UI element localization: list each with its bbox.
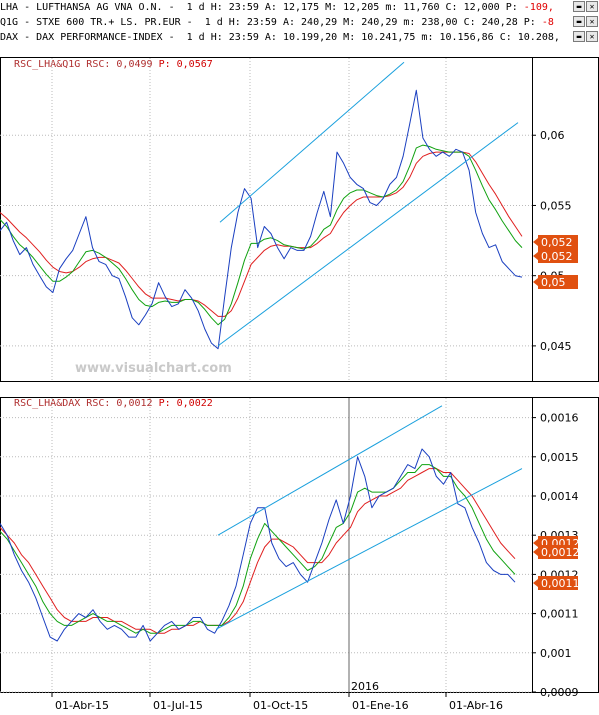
top-pane-p-label: P: <box>158 59 171 70</box>
channel-upper <box>217 405 443 536</box>
series-line-rsc <box>0 448 516 642</box>
price-badge-pointer <box>533 579 538 587</box>
y-tick-label: 0,0009 <box>540 686 579 699</box>
close-icon[interactable]: ✕ <box>586 1 598 12</box>
window-controls: ▬ ✕ <box>573 1 598 12</box>
header-row-q1g: Q1G - STXE 600 TR.+ LS. PR.EUR - 1 d H: … <box>0 15 599 30</box>
y-tick-label: 0,0011 <box>540 608 579 621</box>
price-badge <box>538 576 578 590</box>
header-row-change: -109, <box>523 2 554 13</box>
price-badge-pointer <box>533 278 538 286</box>
header-row-lha: LHA - LUFTHANSA AG VNA O.N. - 1 d H: 23:… <box>0 0 599 15</box>
price-badge-pointer <box>533 252 538 260</box>
price-badge-label: 0,052 <box>541 250 573 263</box>
bottom-pane-p-label: P: <box>158 398 171 409</box>
top-pane-value: 0,0499 <box>116 59 153 70</box>
bottom-pane-value: 0,0012 <box>116 398 153 409</box>
top-pane-p-value: 0,0567 <box>176 59 213 70</box>
y-tick-label: 0,055 <box>540 199 572 212</box>
y-tick-label: 0,0016 <box>540 412 579 425</box>
price-badge-label: 0,00118 <box>541 577 587 590</box>
bottom-pane-title: RSC_LHA&DAX RSC: 0,0012 P: 0,0022 <box>2 384 213 410</box>
price-badge <box>538 235 578 249</box>
pane-frame <box>0 57 599 382</box>
price-badge-pointer <box>533 548 538 556</box>
window-controls: ▬ ✕ <box>573 31 598 42</box>
y-tick-label: 0,045 <box>540 340 572 353</box>
year-label: 2016 <box>351 680 379 693</box>
header-row-change: -8 <box>541 17 554 28</box>
price-badge-label: 0,052 <box>541 236 573 249</box>
header-row-text: Q1G - STXE 600 TR.+ LS. PR.EUR - 1 d H: … <box>0 17 542 28</box>
price-badge-label: 0,00125 <box>541 546 587 559</box>
series-line-ma-slow <box>0 151 523 317</box>
price-badge-pointer <box>533 238 538 246</box>
x-tick-label: 01-Oct-15 <box>253 699 308 712</box>
y-tick-label: 0,06 <box>540 129 565 142</box>
y-tick-label: 0,0015 <box>540 451 579 464</box>
top-pane-title: RSC_LHA&Q1G RSC: 0,0499 P: 0,0567 <box>2 45 213 71</box>
bottom-chart-pane: 0,00090,0010,00110,00120,00130,00140,001… <box>0 397 599 712</box>
channel-lower <box>215 468 523 630</box>
header-row-text: DAX - DAX PERFORMANCE-INDEX - 1 d H: 23:… <box>0 32 560 43</box>
price-badge <box>538 275 578 289</box>
close-icon[interactable]: ✕ <box>586 31 598 42</box>
minimize-icon[interactable]: ▬ <box>573 1 585 12</box>
close-icon[interactable]: ✕ <box>586 16 598 27</box>
price-badge <box>538 545 578 559</box>
watermark: www.visualchart.com <box>75 361 232 376</box>
price-badge-pointer <box>533 539 538 547</box>
x-tick-label: 01-Abr-15 <box>55 699 109 712</box>
x-tick-label: 01-Jul-15 <box>153 699 203 712</box>
channel-lower <box>217 122 519 347</box>
y-tick-label: 0,001 <box>540 647 572 660</box>
y-tick-label: 0,0014 <box>540 490 579 503</box>
price-badge-label: 0,05 <box>541 276 566 289</box>
pane-frame <box>0 397 599 693</box>
series-line-ma-fast <box>0 144 523 326</box>
top-pane-name: RSC_LHA&Q1G RSC: <box>14 59 111 70</box>
bottom-pane-name: RSC_LHA&DAX RSC: <box>14 398 111 409</box>
channel-upper <box>219 61 405 223</box>
window-controls: ▬ ✕ <box>573 16 598 27</box>
x-tick-label: 01-Abr-16 <box>449 699 503 712</box>
minimize-icon[interactable]: ▬ <box>573 16 585 27</box>
bottom-pane-p-value: 0,0022 <box>176 398 213 409</box>
price-badge <box>538 249 578 263</box>
series-line-ma-slow <box>0 468 516 634</box>
minimize-icon[interactable]: ▬ <box>573 31 585 42</box>
series-line-rsc <box>0 89 523 350</box>
header-row-dax: DAX - DAX PERFORMANCE-INDEX - 1 d H: 23:… <box>0 30 599 45</box>
header-row-text: LHA - LUFTHANSA AG VNA O.N. - 1 d H: 23:… <box>0 2 524 13</box>
x-tick-label: 01-Ene-16 <box>352 699 409 712</box>
